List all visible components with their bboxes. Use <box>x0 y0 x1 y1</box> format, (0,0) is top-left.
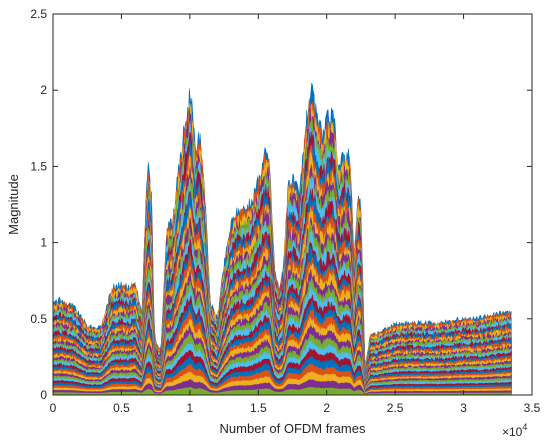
x-axis-exponent-power: 4 <box>522 422 527 432</box>
series-layer <box>52 82 512 396</box>
tick-layer: 0 0.5 1 1.5 2 2.5 3 3.5 0 0.5 1 1.5 2 2.5 <box>30 7 540 415</box>
x-tick-label: 2 <box>323 401 330 415</box>
x-tick-label: 1.5 <box>250 401 267 415</box>
y-tick-label: 1.5 <box>30 159 47 173</box>
y-tick-label: 2.5 <box>30 7 47 21</box>
axes-box <box>52 13 533 396</box>
series-band-40 <box>52 386 512 396</box>
x-tick-label: 1 <box>187 401 194 415</box>
x-tick-label: 0 <box>50 401 57 415</box>
y-tick-label: 1 <box>40 236 47 250</box>
y-tick-label: 0 <box>40 388 47 402</box>
y-tick-label: 2 <box>40 83 47 97</box>
x-axis-exponent: ×104 <box>502 422 527 439</box>
x-tick-label: 0.5 <box>113 401 130 415</box>
x-tick-label: 3.5 <box>524 401 541 415</box>
x-tick-label: 2.5 <box>387 401 404 415</box>
x-tick-label: 3 <box>460 401 467 415</box>
y-tick-label: 0.5 <box>30 312 47 326</box>
y-axis-label: Magnitude <box>6 174 21 235</box>
x-axis-label: Number of OFDM frames <box>220 421 366 436</box>
x-axis-exponent-base: ×10 <box>502 425 523 439</box>
